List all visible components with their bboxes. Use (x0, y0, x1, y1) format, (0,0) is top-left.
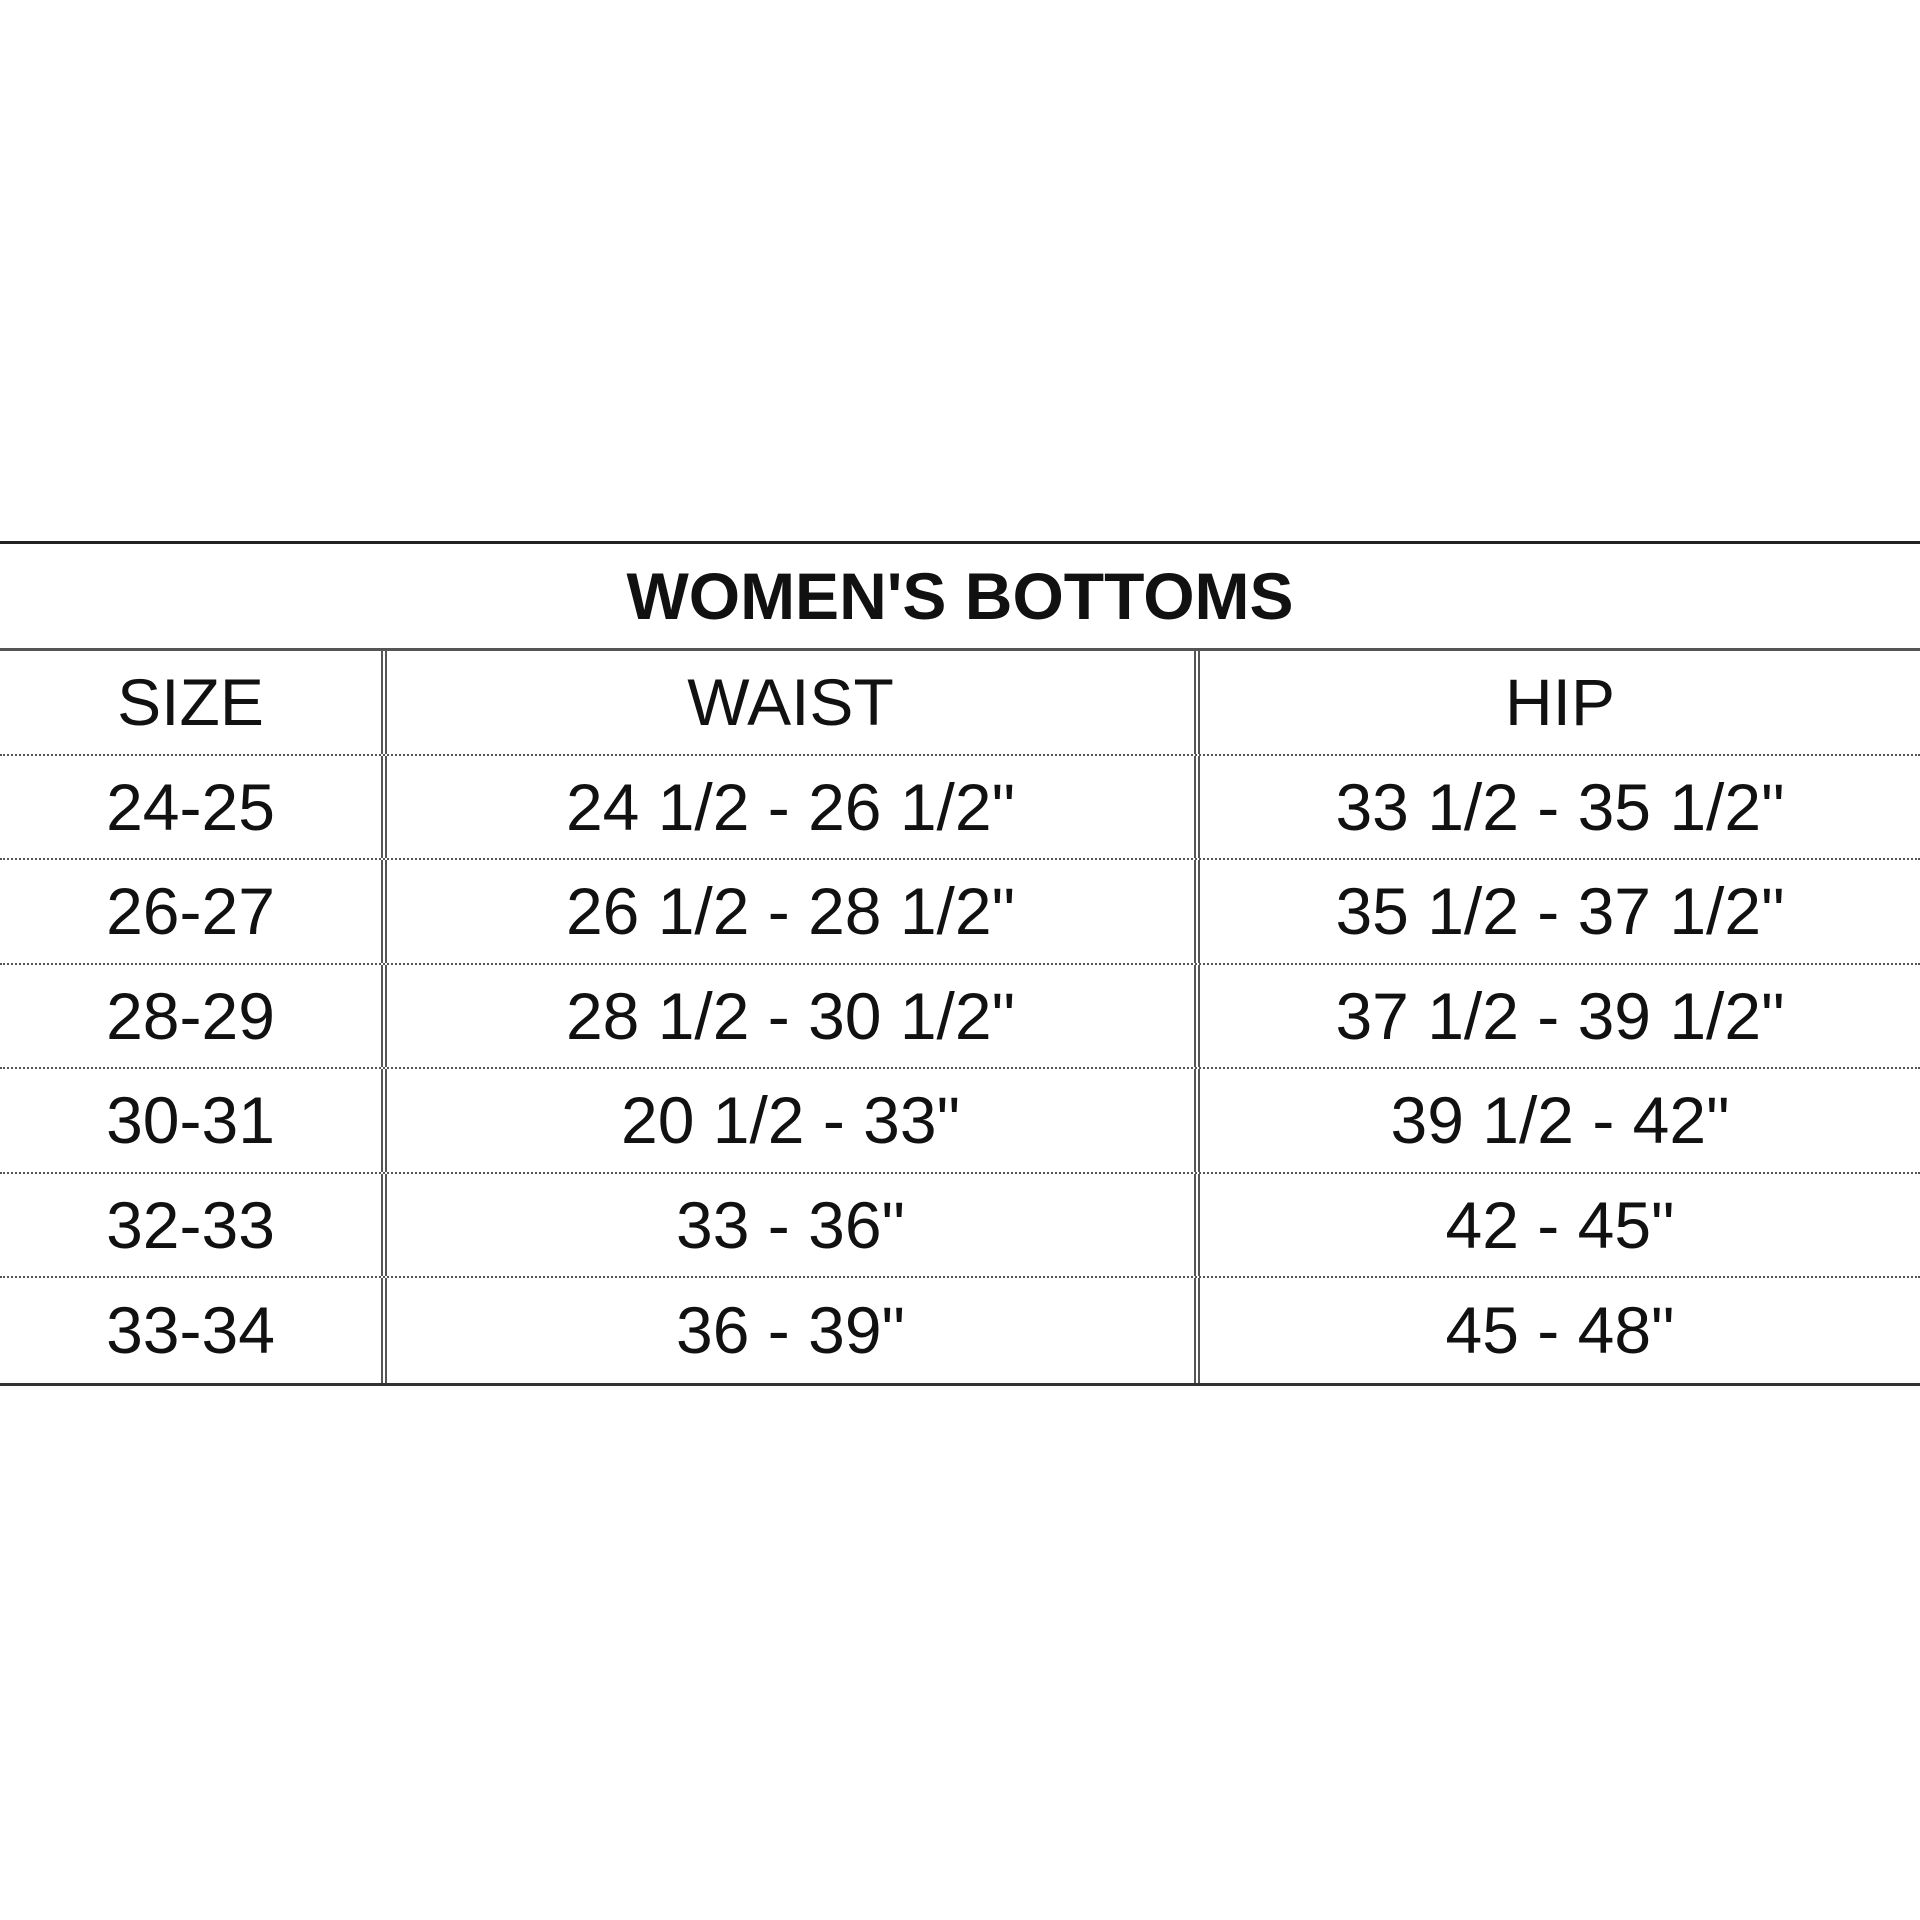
hip-cell: 37 1/2 - 39 1/2" (1335, 978, 1785, 1053)
size-cell: 24-25 (0, 755, 387, 858)
table-row: 32-33 33 - 36" 42 - 45" (0, 1173, 1920, 1278)
waist-cell: 24 1/2 - 26 1/2" (387, 755, 1200, 858)
column-header-waist: WAIST (387, 651, 1200, 754)
hip-cell: 42 - 45" (1445, 1187, 1675, 1262)
header-row: SIZE WAIST HIP (0, 651, 1920, 756)
size-cell: 30-31 (0, 1069, 387, 1172)
size-chart-table: WOMEN'S BOTTOMS SIZE WAIST HIP 24-25 24 1… (0, 541, 1920, 1386)
size-cell: 33-34 (0, 1278, 387, 1383)
table-title: WOMEN'S BOTTOMS (0, 544, 1920, 651)
waist-cell: 26 1/2 - 28 1/2" (387, 860, 1200, 963)
table-row: 24-25 24 1/2 - 26 1/2" 33 1/2 - 35 1/2" (0, 755, 1920, 860)
table-row: 30-31 20 1/2 - 33" 39 1/2 - 42" (0, 1069, 1920, 1174)
hip-cell: 33 1/2 - 35 1/2" (1335, 769, 1785, 844)
table-row: 28-29 28 1/2 - 30 1/2" 37 1/2 - 39 1/2" (0, 964, 1920, 1069)
waist-cell: 36 - 39" (387, 1278, 1200, 1383)
hip-cell: 35 1/2 - 37 1/2" (1335, 874, 1785, 949)
size-cell: 26-27 (0, 860, 387, 963)
table-row: 26-27 26 1/2 - 28 1/2" 35 1/2 - 37 1/2" (0, 860, 1920, 965)
waist-cell: 20 1/2 - 33" (387, 1069, 1200, 1172)
table-row: 33-34 36 - 39" 45 - 48" (0, 1278, 1920, 1383)
column-header-size: SIZE (0, 651, 387, 754)
waist-cell: 33 - 36" (387, 1173, 1200, 1276)
size-cell: 28-29 (0, 964, 387, 1067)
hip-cell: 39 1/2 - 42" (1390, 1083, 1730, 1158)
column-header-hip: HIP (1504, 665, 1616, 740)
size-cell: 32-33 (0, 1173, 387, 1276)
hip-cell: 45 - 48" (1445, 1293, 1675, 1368)
waist-cell: 28 1/2 - 30 1/2" (387, 964, 1200, 1067)
